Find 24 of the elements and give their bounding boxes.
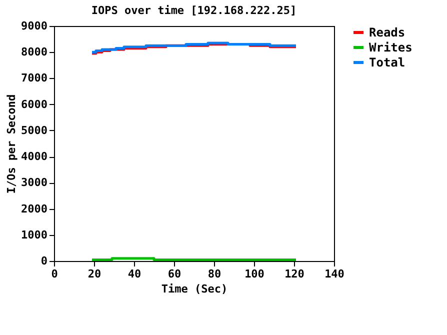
x-tick-label: 20 <box>88 268 102 280</box>
x-axis-title: Time (Sec) <box>161 282 228 296</box>
x-tick-label: 80 <box>208 268 222 280</box>
y-tick-label: 9000 <box>21 20 48 32</box>
y-tick-label: 2000 <box>21 202 48 216</box>
y-tick-label: 5000 <box>21 124 48 137</box>
x-tick-label: 40 <box>128 268 142 280</box>
x-tick-label: 140 <box>324 268 344 280</box>
y-tick-label: 4000 <box>21 150 48 164</box>
chart-title: IOPS over time [192.168.222.25] <box>91 4 297 17</box>
legend-label: Reads <box>369 26 406 40</box>
y-tick-label: 8000 <box>21 46 48 59</box>
y-tick-label: 0 <box>40 254 48 268</box>
x-tick-label: 60 <box>168 268 182 280</box>
y-tick-label: 7000 <box>21 72 48 85</box>
x-tick-label: 120 <box>284 268 304 280</box>
x-tick-label: 100 <box>244 268 264 280</box>
y-axis-title: I/Os per Second <box>5 94 18 194</box>
x-tick-label: 0 <box>51 268 58 280</box>
y-tick-label: 1000 <box>21 228 48 242</box>
y-tick-label: 6000 <box>21 98 48 111</box>
legend-label: Writes <box>369 40 412 54</box>
y-tick-label: 3000 <box>21 176 48 190</box>
legend-label: Total <box>369 56 406 70</box>
